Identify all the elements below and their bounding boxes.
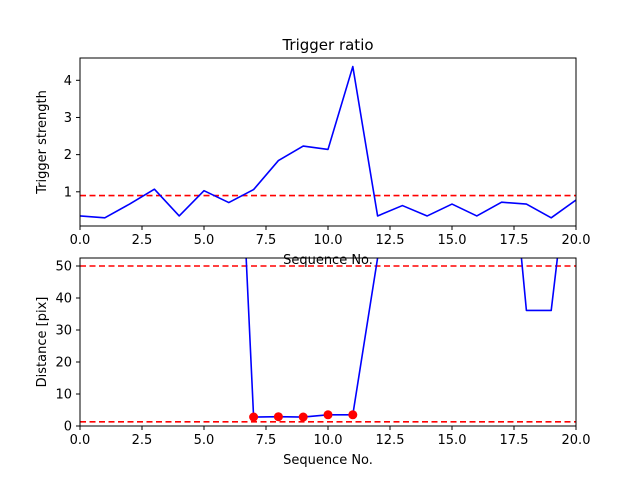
bottom-y-tick-label-0: 0 bbox=[64, 420, 72, 435]
trigger-ratio-chart: 0.0 2.5 5.0 7.5 10.0 12.5 15.0 17.5 20.0 1 2 3 4 Sequ… bbox=[35, 36, 590, 268]
bottom-series-line-1 bbox=[520, 258, 559, 312]
bottom-y-tick-label-4: 40 bbox=[55, 292, 72, 307]
top-x-tick-label-8: 20.0 bbox=[562, 233, 591, 248]
top-x-tick-label-3: 7.5 bbox=[256, 233, 277, 248]
top-x-axis-label: Sequence No. bbox=[283, 253, 373, 268]
bottom-x-tick-label-2: 5.0 bbox=[194, 433, 215, 448]
top-x-tick-label-6: 15.0 bbox=[438, 233, 467, 248]
top-x-tick-label-2: 5.0 bbox=[194, 233, 215, 248]
bottom-x-axis-label: Sequence No. bbox=[283, 453, 373, 468]
top-y-tick-label-3: 4 bbox=[64, 74, 72, 89]
top-x-tick-label-7: 17.5 bbox=[500, 233, 529, 248]
distance-chart: 0.0 2.5 5.0 7.5 10.0 12.5 15.0 17.5 20.0 0 10 20 30 4… bbox=[35, 257, 591, 468]
bottom-x-tick-label-7: 17.5 bbox=[500, 433, 529, 448]
bottom-x-tick-label-0: 0.0 bbox=[70, 433, 91, 448]
top-x-tick-label-0: 0.0 bbox=[70, 233, 91, 248]
bottom-x-tick-label-1: 2.5 bbox=[132, 433, 153, 448]
bottom-y-tick-label-3: 30 bbox=[55, 324, 72, 339]
top-chart-title: Trigger ratio bbox=[281, 36, 373, 54]
top-y-tick-label-0: 1 bbox=[64, 185, 72, 200]
bottom-x-tick-label-4: 10.0 bbox=[314, 433, 343, 448]
bottom-y-axis-label: Distance [pix] bbox=[35, 297, 50, 388]
top-y-tick-label-2: 3 bbox=[64, 111, 72, 126]
bottom-y-tick-label-2: 20 bbox=[55, 356, 72, 371]
bottom-x-tick-label-8: 20.0 bbox=[562, 433, 591, 448]
top-x-tick-label-4: 10.0 bbox=[314, 233, 343, 248]
bottom-data-point-3 bbox=[323, 410, 333, 420]
bottom-x-tick-label-6: 15.0 bbox=[438, 433, 467, 448]
top-y-axis-label: Trigger strength bbox=[35, 90, 50, 195]
top-series-line-0 bbox=[80, 65, 576, 219]
top-y-tick-label-1: 2 bbox=[64, 148, 72, 163]
bottom-x-tick-label-3: 7.5 bbox=[256, 433, 277, 448]
top-x-tick-label-5: 12.5 bbox=[376, 233, 405, 248]
bottom-y-tick-label-1: 10 bbox=[55, 388, 72, 403]
bottom-y-tick-label-5: 50 bbox=[55, 260, 72, 275]
bottom-data-point-2 bbox=[298, 412, 308, 422]
bottom-data-point-4 bbox=[348, 410, 358, 420]
bottom-data-point-0 bbox=[249, 412, 259, 422]
bottom-data-point-1 bbox=[273, 412, 283, 422]
top-x-tick-label-1: 2.5 bbox=[132, 233, 153, 248]
bottom-x-tick-label-5: 12.5 bbox=[376, 433, 405, 448]
